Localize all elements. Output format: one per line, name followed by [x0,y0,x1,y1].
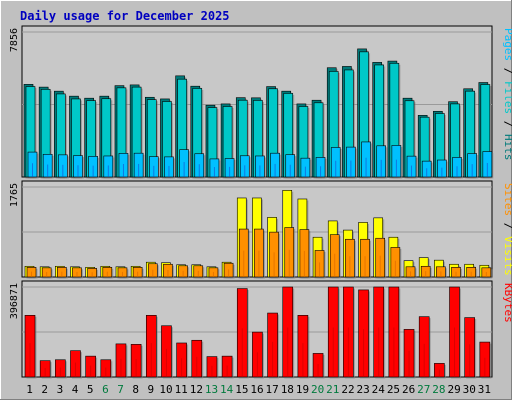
y-max-label: 1765 [9,183,20,207]
legend: Pages / Files / Hits [502,28,512,161]
legend: Sites / Visits [502,183,512,276]
day-label-22: 22 [341,383,354,396]
legend-entry: KBytes [502,283,512,323]
day-label-9: 9 [148,383,155,396]
y-max-label: 7856 [9,28,20,52]
day-label-31: 31 [478,383,491,396]
y-max-label: 396871 [9,283,20,319]
legend: KBytes [502,283,512,323]
day-label-16: 16 [250,383,263,396]
day-label-13: 13 [205,383,218,396]
legend-entry: Files [502,81,512,114]
day-label-28: 28 [432,383,445,396]
day-label-21: 21 [326,383,339,396]
day-label-24: 24 [372,383,386,396]
day-label-1: 1 [26,383,33,396]
day-label-3: 3 [57,383,64,396]
legend-entry: Visits [502,236,512,276]
day-label-15: 15 [235,383,248,396]
chart-title: Daily usage for December 2025 [20,9,230,23]
day-label-29: 29 [447,383,460,396]
day-label-19: 19 [296,383,309,396]
day-axis-labels: 1 2 3 4 5 6 7 8 9 10 11 12 13 14 15 16 17 18 19 20 21 22 23 24 2… [26,383,491,396]
legend-entry: / [502,216,512,236]
day-label-27: 27 [417,383,430,396]
day-label-11: 11 [175,383,188,396]
panel-visits_sites: 1765 Sites / Visits [9,180,512,279]
day-label-8: 8 [132,383,139,396]
day-label-12: 12 [190,383,203,396]
legend-entry: Hits [502,134,512,161]
legend-entry: Pages [502,28,512,61]
day-label-2: 2 [41,383,48,396]
panel-kbytes: 396871 KBytes [9,280,512,379]
panel-hits_files_pages: 7856 Pages / Files / Hits [9,25,512,179]
chart-panels: 7856 Pages / Files / Hits 1765 Sites / Visi… [9,25,512,379]
legend-entry: Sites [502,183,512,216]
day-label-14: 14 [220,383,234,396]
day-label-7: 7 [117,383,124,396]
day-label-26: 26 [402,383,415,396]
day-label-20: 20 [311,383,324,396]
day-label-10: 10 [159,383,172,396]
day-label-18: 18 [281,383,294,396]
day-label-4: 4 [72,383,79,396]
day-label-6: 6 [102,383,109,396]
day-label-25: 25 [387,383,400,396]
day-label-30: 30 [463,383,476,396]
legend-entry: / [502,61,512,81]
legend-entry: / [502,114,512,134]
day-label-23: 23 [357,383,370,396]
day-label-17: 17 [266,383,279,396]
day-label-5: 5 [87,383,94,396]
